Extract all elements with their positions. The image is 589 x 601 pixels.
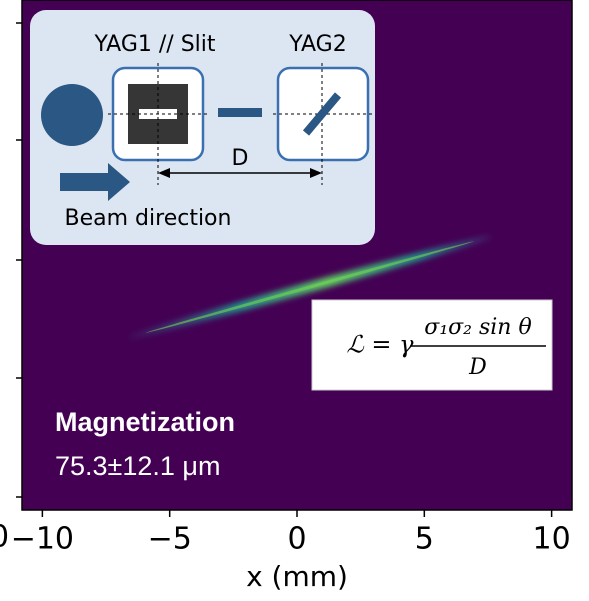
formula: ℒ = γ σ₁σ₂ sin θ D bbox=[312, 300, 552, 390]
annotation-result: 75.3±12.1 μm bbox=[55, 451, 220, 481]
x-axis-label: x (mm) bbox=[246, 560, 348, 593]
inset: YAG1 // Slit YAG2 D Beam direction bbox=[30, 10, 375, 245]
x-tick-label: 10 bbox=[533, 522, 571, 557]
neighbor-tick-label: 0 bbox=[0, 520, 9, 555]
beamlet bbox=[218, 108, 262, 117]
x-tick-label: −5 bbox=[148, 522, 192, 557]
formula-lhs: ℒ = γ bbox=[347, 331, 415, 359]
distance-label: D bbox=[232, 146, 249, 171]
annotation-heading: Magnetization bbox=[55, 407, 235, 437]
x-tick-label: −10 bbox=[11, 522, 74, 557]
formula-denominator: D bbox=[468, 355, 487, 380]
formula-numerator: σ₁σ₂ sin θ bbox=[424, 315, 531, 340]
beam-spot bbox=[41, 84, 103, 146]
x-tick-label: 0 bbox=[287, 522, 306, 557]
x-tick-label: 5 bbox=[415, 522, 434, 557]
chart: YAG1 // Slit YAG2 D Beam direction ℒ = γ… bbox=[0, 0, 589, 601]
beam-label: Beam direction bbox=[65, 206, 232, 231]
inset-label: YAG1 // Slit bbox=[93, 32, 215, 57]
inset-label: YAG2 bbox=[288, 32, 346, 57]
